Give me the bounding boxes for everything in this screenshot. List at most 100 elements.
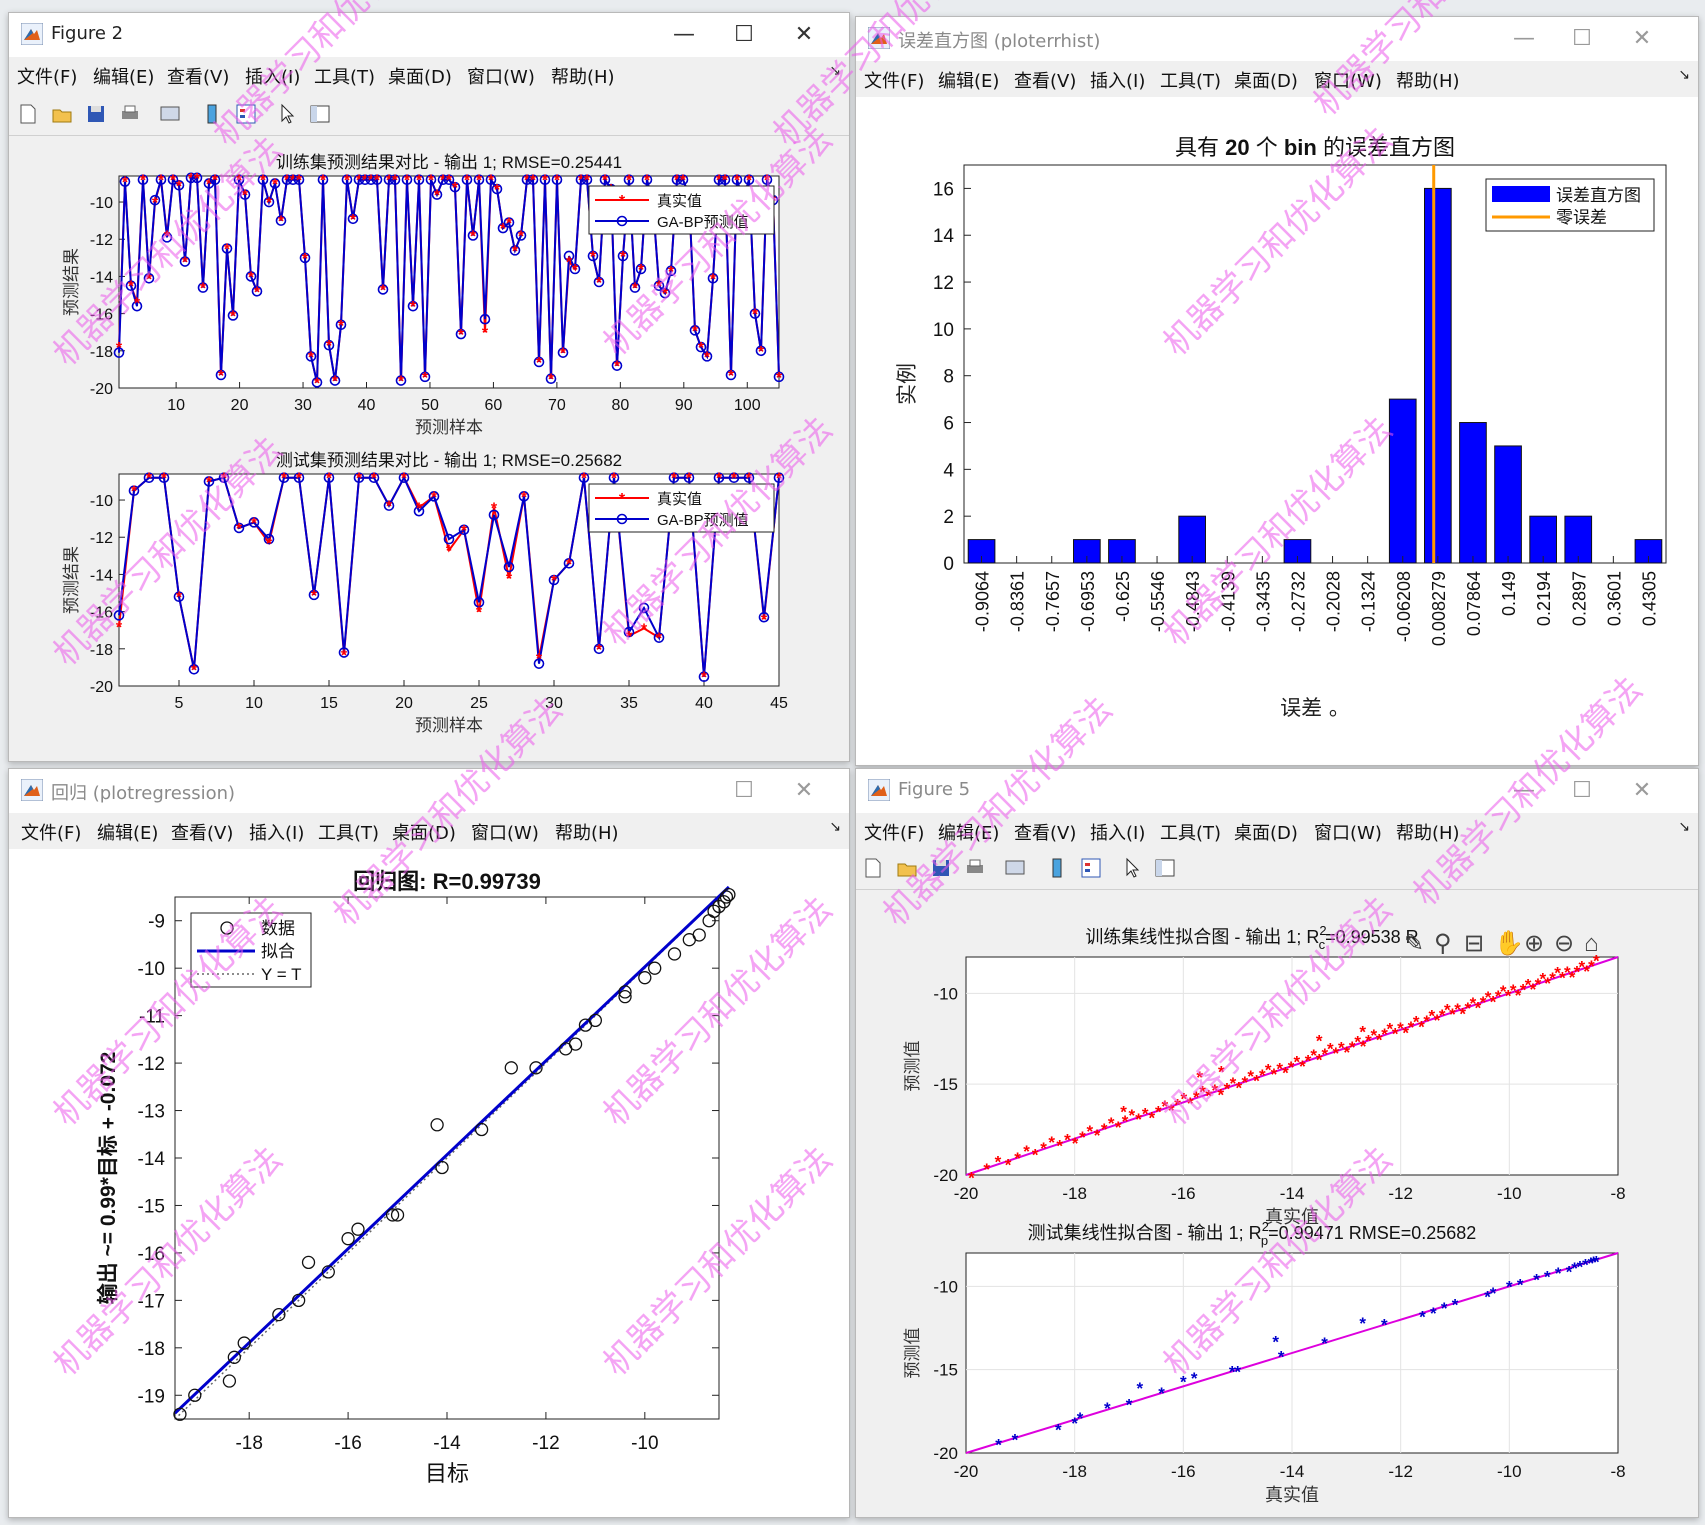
x-tick-label: -14 xyxy=(1280,1184,1305,1203)
true-value-marker: * xyxy=(551,573,558,590)
legend-icon[interactable] xyxy=(1080,857,1102,879)
menu-help[interactable]: 帮助(H) xyxy=(1396,823,1460,844)
save-icon[interactable] xyxy=(930,857,952,879)
menu-insert[interactable]: 插入(I) xyxy=(245,67,301,88)
menu-edit[interactable]: 编辑(E) xyxy=(97,823,159,844)
save-icon[interactable] xyxy=(85,103,107,125)
menu-desktop[interactable]: 桌面(D) xyxy=(1234,823,1298,844)
data-point xyxy=(638,971,652,985)
true-value-marker: * xyxy=(146,271,153,288)
colorbar-icon[interactable] xyxy=(201,103,223,125)
menu-view[interactable]: 查看(V) xyxy=(167,67,230,88)
predicted-marker xyxy=(305,351,317,362)
pointer-icon[interactable] xyxy=(277,103,299,125)
menu-insert[interactable]: 插入(I) xyxy=(1090,823,1146,844)
menu-view[interactable]: 查看(V) xyxy=(1014,823,1077,844)
new-figure-icon[interactable] xyxy=(17,103,39,125)
maximize-button[interactable]: ☐ xyxy=(734,778,754,803)
true-value-marker: * xyxy=(311,588,318,605)
true-value-marker: * xyxy=(581,471,588,488)
print-icon[interactable] xyxy=(119,103,141,125)
zoom-in-icon[interactable]: ⊕ xyxy=(1524,930,1544,957)
new-figure-icon[interactable] xyxy=(862,857,884,879)
plot-title: 训练集线性拟合图 - 输出 1; R2 c=0.99538 R xyxy=(1085,923,1418,952)
predicted-marker xyxy=(515,230,527,241)
menu-file[interactable]: 文件(F) xyxy=(864,823,925,844)
legend-pred-label: GA-BP预测值 xyxy=(657,512,749,529)
menu-insert[interactable]: 插入(I) xyxy=(1090,71,1146,92)
zoom-out-icon[interactable]: ⊖ xyxy=(1554,930,1574,957)
menu-insert[interactable]: 插入(I) xyxy=(249,823,305,844)
plotregression-titlebar[interactable]: 回归 (plotregression) ☐ ✕ xyxy=(9,769,849,813)
figure5-titlebar[interactable]: Figure 5 — ☐ ✕ xyxy=(856,769,1698,813)
figure2-titlebar[interactable]: Figure 2 — ☐ ✕ xyxy=(9,13,849,57)
legend-icon[interactable] xyxy=(235,103,257,125)
true-value-marker: * xyxy=(350,212,357,229)
close-button[interactable]: ✕ xyxy=(794,778,814,803)
minimize-button[interactable]: — xyxy=(1513,26,1535,51)
menu-tools[interactable]: 工具(T) xyxy=(1160,71,1222,92)
menu-edit[interactable]: 编辑(E) xyxy=(938,71,1000,92)
plot-title: 测试集预测结果对比 - 输出 1; RMSE=0.25682 xyxy=(276,451,622,470)
data-point-marker: * xyxy=(1180,1372,1187,1391)
menu-file[interactable]: 文件(F) xyxy=(21,823,82,844)
true-value-marker: * xyxy=(716,173,723,190)
menu-desktop[interactable]: 桌面(D) xyxy=(388,67,452,88)
open-file-icon[interactable] xyxy=(896,857,918,879)
y-axis-label: 输出 ~= 0.99*目标 + -0.072 xyxy=(96,1052,120,1305)
menu-help[interactable]: 帮助(H) xyxy=(551,67,615,88)
print-icon[interactable] xyxy=(964,857,986,879)
y-tick-label: -10 xyxy=(933,984,958,1003)
predicted-marker xyxy=(458,524,470,536)
close-button[interactable]: ✕ xyxy=(794,22,814,47)
predicted-marker xyxy=(233,174,245,186)
ploterrhist-titlebar[interactable]: 误差直方图 (ploterrhist) — ☐ ✕ xyxy=(856,17,1698,61)
predicted-marker xyxy=(437,174,449,186)
dock-arrow-icon[interactable]: ↘ xyxy=(1678,67,1690,83)
x-tick-label: -0.4843 xyxy=(1183,571,1203,632)
menu-window[interactable]: 窗口(W) xyxy=(471,823,539,844)
predicted-marker xyxy=(488,509,500,521)
dock-arrow-icon[interactable]: ↘ xyxy=(829,63,841,79)
colorbar-icon[interactable] xyxy=(1046,857,1068,879)
print-preview-icon[interactable] xyxy=(1004,857,1026,879)
predicted-marker xyxy=(707,272,719,284)
rotate-icon[interactable]: ⊟ xyxy=(1464,930,1484,957)
maximize-button[interactable]: ☐ xyxy=(734,22,754,47)
menu-tools[interactable]: 工具(T) xyxy=(318,823,380,844)
home-icon[interactable]: ⌂ xyxy=(1584,930,1599,957)
minimize-button[interactable]: — xyxy=(673,22,695,47)
dock-arrow-icon[interactable]: ↘ xyxy=(829,819,841,835)
menu-window[interactable]: 窗口(W) xyxy=(467,67,535,88)
menu-edit[interactable]: 编辑(E) xyxy=(938,823,1000,844)
menu-file[interactable]: 文件(F) xyxy=(864,71,925,92)
close-button[interactable]: ✕ xyxy=(1632,778,1652,803)
menu-window[interactable]: 窗口(W) xyxy=(1314,823,1382,844)
x-tick-label: 30 xyxy=(294,397,312,414)
pointer-icon[interactable] xyxy=(1122,857,1144,879)
menu-help[interactable]: 帮助(H) xyxy=(555,823,619,844)
close-button[interactable]: ✕ xyxy=(1632,26,1652,51)
property-inspector-icon[interactable] xyxy=(1154,857,1176,879)
data-tip-icon[interactable]: ⚲ xyxy=(1434,930,1452,957)
open-file-icon[interactable] xyxy=(51,103,73,125)
print-preview-icon[interactable] xyxy=(159,103,181,125)
menu-desktop[interactable]: 桌面(D) xyxy=(1234,71,1298,92)
menu-view[interactable]: 查看(V) xyxy=(171,823,234,844)
property-inspector-icon[interactable] xyxy=(309,103,331,125)
menu-help[interactable]: 帮助(H) xyxy=(1396,71,1460,92)
menu-desktop[interactable]: 桌面(D) xyxy=(392,823,456,844)
menu-window[interactable]: 窗口(W) xyxy=(1314,71,1382,92)
menu-tools[interactable]: 工具(T) xyxy=(314,67,376,88)
dock-arrow-icon[interactable]: ↘ xyxy=(1678,819,1690,835)
menu-view[interactable]: 查看(V) xyxy=(1014,71,1077,92)
menu-edit[interactable]: 编辑(E) xyxy=(93,67,155,88)
maximize-button[interactable]: ☐ xyxy=(1572,26,1592,51)
maximize-button[interactable]: ☐ xyxy=(1572,778,1592,803)
legend-identity-label: Y = T xyxy=(261,965,301,984)
brush-icon[interactable]: ✎ xyxy=(1404,930,1424,957)
menu-file[interactable]: 文件(F) xyxy=(17,67,78,88)
minimize-button[interactable]: — xyxy=(1513,778,1535,803)
menu-tools[interactable]: 工具(T) xyxy=(1160,823,1222,844)
pan-icon[interactable]: ✋ xyxy=(1494,929,1524,957)
